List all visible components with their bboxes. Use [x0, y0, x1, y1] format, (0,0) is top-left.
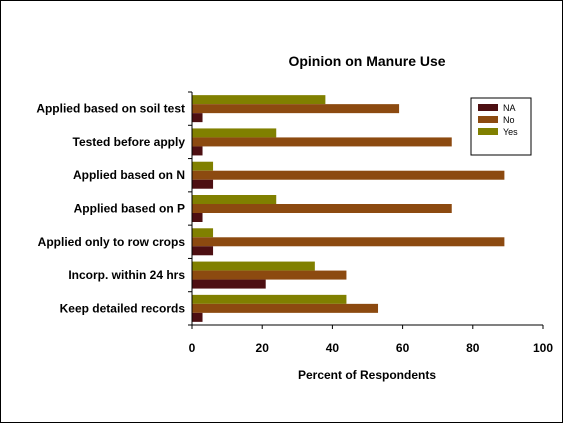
bar-yes-5 — [192, 261, 315, 271]
bar-no-5 — [192, 270, 347, 280]
tick-labels: 0 20 40 60 80 100 — [189, 341, 554, 355]
bar-no-0 — [192, 104, 400, 114]
bar-yes-6 — [192, 294, 347, 304]
category-label-3: Applied based on P — [74, 202, 185, 216]
category-label-0: Applied based on soil test — [36, 102, 185, 116]
x-axis-title: Percent of Respondents — [298, 368, 436, 382]
legend-swatch-no — [478, 116, 498, 123]
legend-swatch-na — [478, 104, 498, 111]
legend: NA No Yes — [470, 97, 532, 156]
x-tick-label-1: 20 — [256, 341, 270, 355]
category-label-4: Applied only to row crops — [38, 235, 186, 249]
chart-title: Opinion on Manure Use — [288, 53, 445, 69]
category-labels: Applied based on soil test Tested before … — [36, 102, 185, 316]
axes-group — [188, 91, 544, 329]
bar-no-4 — [192, 237, 505, 247]
category-label-2: Applied based on N — [73, 168, 185, 182]
bars-group — [192, 95, 505, 322]
category-label-5: Incorp. within 24 hrs — [68, 268, 185, 282]
x-tick-label-5: 100 — [533, 341, 553, 355]
bar-yes-4 — [192, 228, 214, 238]
category-label-6: Keep detailed records — [60, 301, 186, 315]
x-tick-label-4: 80 — [466, 341, 480, 355]
bar-yes-1 — [192, 128, 277, 138]
bar-no-6 — [192, 303, 379, 313]
bar-no-3 — [192, 204, 452, 213]
bar-na-4 — [192, 246, 214, 256]
bar-no-2 — [192, 170, 505, 180]
bar-no-1 — [192, 137, 452, 147]
legend-label-no: No — [503, 115, 515, 125]
legend-label-na: NA — [503, 103, 516, 113]
x-tick-label-2: 40 — [326, 341, 340, 355]
bar-na-5 — [192, 279, 266, 289]
x-tick-label-0: 0 — [189, 341, 196, 355]
x-tick-label-3: 60 — [396, 341, 410, 355]
bar-na-0 — [192, 113, 203, 123]
bar-yes-0 — [192, 95, 326, 105]
bar-na-2 — [192, 179, 214, 189]
bar-na-3 — [192, 213, 203, 222]
bar-yes-3 — [192, 195, 277, 204]
legend-swatch-yes — [478, 128, 498, 135]
legend-label-yes: Yes — [503, 127, 518, 137]
category-label-1: Tested before apply — [73, 135, 186, 149]
bar-yes-2 — [192, 161, 214, 171]
bar-na-6 — [192, 312, 203, 322]
bar-na-1 — [192, 146, 203, 156]
